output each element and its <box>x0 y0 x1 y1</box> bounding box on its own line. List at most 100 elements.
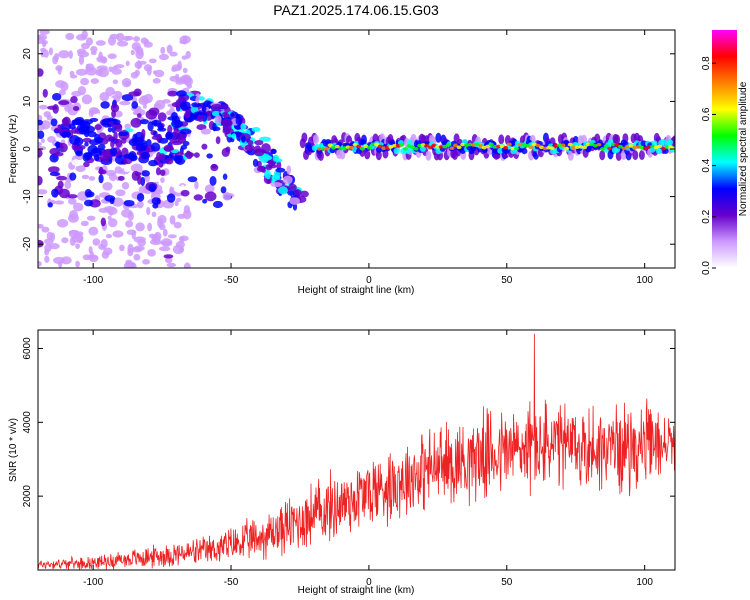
spectral-cell <box>171 119 184 128</box>
spectral-cell <box>513 146 519 151</box>
spectral-cell <box>435 145 441 149</box>
spectral-cell <box>599 150 606 161</box>
spectral-cell <box>38 130 45 139</box>
spectral-cell <box>235 116 242 126</box>
spectral-cell <box>46 231 53 241</box>
spectral-cell <box>312 134 319 145</box>
spectral-cell <box>402 147 408 151</box>
spectral-cell <box>254 145 262 152</box>
spectral-cell <box>191 102 201 108</box>
x-tick-label: 100 <box>636 275 653 286</box>
spectral-cell <box>117 175 125 181</box>
spectral-cell <box>190 114 197 119</box>
spectral-cell <box>176 197 182 203</box>
spectral-cell <box>456 145 462 150</box>
spectral-cell <box>276 160 282 170</box>
spectral-cell <box>201 143 208 150</box>
spectral-cell <box>88 139 101 146</box>
spectral-cell <box>176 90 187 97</box>
spectral-cell <box>212 200 223 209</box>
spectral-cell <box>110 140 115 148</box>
spectral-cell <box>134 171 142 177</box>
spectral-cell <box>52 92 62 101</box>
spectral-cell <box>99 92 110 102</box>
spectral-cell <box>166 262 177 268</box>
spectral-cell <box>660 139 667 146</box>
spectral-cell <box>220 186 227 194</box>
spectral-cell <box>247 140 254 146</box>
spectral-cell <box>165 158 174 165</box>
spectral-cell <box>38 189 48 195</box>
spectral-cell <box>61 237 69 244</box>
spectral-cell <box>113 131 118 141</box>
spectral-cell <box>169 186 174 196</box>
bottom-x-axis: -100 -50 0 50 100 <box>83 330 653 588</box>
colorbar-tick-label: 0.8 <box>701 56 712 70</box>
spectral-cell <box>88 226 99 236</box>
spectral-cell <box>111 68 122 75</box>
spectral-cell <box>599 147 605 151</box>
spectral-cell <box>38 114 43 122</box>
spectral-cell <box>166 193 176 203</box>
spectral-cell <box>65 32 75 41</box>
spectral-cell <box>338 146 344 151</box>
spectral-cell <box>198 96 205 101</box>
spectral-cell <box>288 183 297 191</box>
spectral-cell <box>503 145 509 150</box>
spectral-cell <box>44 255 50 264</box>
spectral-cell <box>193 194 203 201</box>
snr-panel: -100 -50 0 50 100 2000 4000 6000 Height of str… <box>8 329 676 596</box>
spectral-cell <box>97 144 106 150</box>
spectral-cell <box>118 131 129 137</box>
spectral-cell <box>171 67 177 72</box>
spectral-cell <box>38 33 48 41</box>
spectral-cell <box>147 222 153 232</box>
spectral-cell <box>638 150 645 161</box>
spectral-cell <box>92 113 103 119</box>
y-tick-label: 10 <box>22 95 33 107</box>
spectral-cell <box>58 188 70 199</box>
spectral-cell <box>196 124 207 131</box>
spectral-cell <box>184 111 191 119</box>
spectral-cell <box>183 205 191 214</box>
spectral-cell <box>57 124 63 129</box>
spectral-cell <box>277 186 288 195</box>
spectral-cell <box>241 135 246 143</box>
spectral-cell <box>270 182 283 188</box>
spectral-cell <box>86 215 96 221</box>
spectral-cell <box>632 150 639 161</box>
spectral-cell <box>75 165 86 173</box>
spectral-cell <box>293 189 302 196</box>
spectral-cell <box>72 202 84 212</box>
spectral-cell <box>167 234 177 239</box>
spectral-cell <box>617 144 623 149</box>
spectral-cell <box>409 145 415 149</box>
spectral-cell <box>196 114 205 122</box>
spectral-cell <box>260 157 269 163</box>
spectral-cell <box>109 197 115 205</box>
spectral-cell <box>667 139 674 146</box>
spectral-cell <box>143 93 153 104</box>
spectral-cell <box>177 60 182 71</box>
spectral-cell <box>287 190 295 196</box>
spectral-cell <box>115 189 126 197</box>
colorbar: 0.0 0.2 0.4 0.6 0.8 Normalized spectral ampl… <box>701 30 749 275</box>
spectral-cell <box>175 99 181 109</box>
spectral-cell <box>334 144 340 149</box>
spectral-cell <box>289 197 301 205</box>
spectral-cell <box>167 90 178 97</box>
spectral-cell <box>180 144 188 150</box>
spectral-cell <box>121 137 127 144</box>
spectral-cell <box>108 66 114 72</box>
spectral-cell <box>209 176 217 186</box>
spectral-cell <box>88 176 96 181</box>
spectral-cell <box>58 89 66 96</box>
spectral-cell <box>103 247 113 256</box>
spectral-cell <box>141 170 151 177</box>
spectral-cell <box>374 142 380 147</box>
spectral-cell <box>187 176 198 183</box>
y-tick-label: 6000 <box>22 337 33 360</box>
spectral-cell <box>101 118 113 128</box>
spectral-cell <box>145 109 158 120</box>
spectral-cell <box>258 166 267 171</box>
